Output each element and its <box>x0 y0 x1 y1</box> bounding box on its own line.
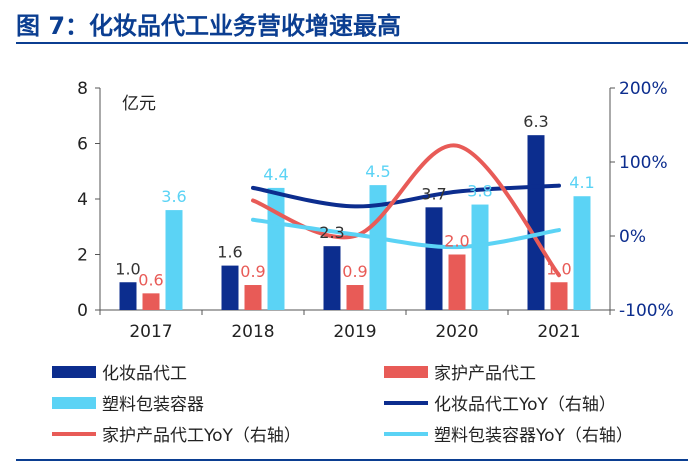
data-label-家护产品代工-2018: 0.9 <box>240 262 265 281</box>
bar-化妆品代工-2021 <box>527 135 545 310</box>
right-axis-tick-label: 100% <box>619 153 668 173</box>
data-label-塑料包装容器-2020: 3.8 <box>467 182 492 201</box>
data-label-化妆品代工-2021: 6.3 <box>523 112 548 131</box>
title-divider <box>16 42 688 44</box>
data-label-家护产品代工-2021: 1.0 <box>546 259 571 278</box>
data-label-塑料包装容器-2021: 4.1 <box>569 173 594 192</box>
bar-化妆品代工-2018 <box>221 265 239 310</box>
x-axis-tick-label: 2021 <box>537 322 580 342</box>
bar-塑料包装容器-2021 <box>573 196 591 310</box>
bar-家护产品代工-2018 <box>244 285 262 310</box>
data-label-家护产品代工-2019: 0.9 <box>342 262 367 281</box>
line-化妆品代工YoY（右轴） <box>251 183 561 209</box>
bar-塑料包装容器-2020 <box>471 204 489 310</box>
right-axis-tick-label: 200% <box>619 79 668 99</box>
data-label-化妆品代工-2017: 1.0 <box>115 259 140 278</box>
data-label-塑料包装容器-2017: 3.6 <box>161 187 186 206</box>
x-axis-tick-label: 2018 <box>231 322 274 342</box>
bar-家护产品代工-2020 <box>448 254 466 310</box>
data-label-化妆品代工-2018: 1.6 <box>217 243 242 262</box>
legend-swatch-化妆品代工 <box>52 366 96 378</box>
page-title: 图 7：化妆品代工业务营收增速最高 <box>16 12 402 40</box>
bar-化妆品代工-2019 <box>323 246 341 310</box>
bar-塑料包装容器-2018 <box>267 187 285 310</box>
legend-label: 塑料包装容器 <box>102 395 204 415</box>
data-label-家护产品代工-2017: 0.6 <box>138 270 163 289</box>
x-axis-tick-label: 2017 <box>129 322 172 342</box>
legend-swatch-家护产品代工 <box>384 366 428 378</box>
left-axis-tick-label: 6 <box>77 135 88 155</box>
left-axis-tick-label: 2 <box>77 246 88 266</box>
right-axis-tick-label: 0% <box>619 227 646 247</box>
line-塑料包装容器YoY（右轴） <box>251 217 561 250</box>
legend-label: 家护产品代工YoY（右轴） <box>102 426 301 446</box>
right-axis-tick-label: -100% <box>619 301 674 321</box>
data-label-化妆品代工-2020: 3.7 <box>421 184 446 203</box>
data-label-塑料包装容器-2019: 4.5 <box>365 162 390 181</box>
left-axis-tick-label: 8 <box>77 79 88 99</box>
bar-家护产品代工-2017 <box>142 293 160 310</box>
data-label-塑料包装容器-2018: 4.4 <box>263 165 288 184</box>
left-axis-tick-label: 0 <box>77 301 88 321</box>
bar-家护产品代工-2019 <box>346 285 364 310</box>
legend-label: 化妆品代工 <box>102 364 187 384</box>
bar-塑料包装容器-2017 <box>165 210 183 310</box>
bar-家护产品代工-2021 <box>550 282 568 310</box>
bar-化妆品代工-2017 <box>119 282 137 310</box>
legend-swatch-塑料包装容器 <box>52 397 96 409</box>
line-家护产品代工YoY（右轴） <box>251 143 561 278</box>
data-label-化妆品代工-2019: 2.3 <box>319 223 344 242</box>
bottom-divider <box>16 459 688 461</box>
x-axis-tick-label: 2019 <box>333 322 376 342</box>
data-label-家护产品代工-2020: 2.0 <box>444 232 469 251</box>
left-axis-tick-label: 4 <box>77 190 88 210</box>
bar-化妆品代工-2020 <box>425 207 443 310</box>
x-axis-tick-label: 2020 <box>435 322 478 342</box>
legend-label: 化妆品代工YoY（右轴） <box>434 395 616 415</box>
left-axis-unit-label: 亿元 <box>122 94 156 114</box>
legend-label: 塑料包装容器YoY（右轴） <box>434 426 633 446</box>
legend-label: 家护产品代工 <box>434 364 536 384</box>
